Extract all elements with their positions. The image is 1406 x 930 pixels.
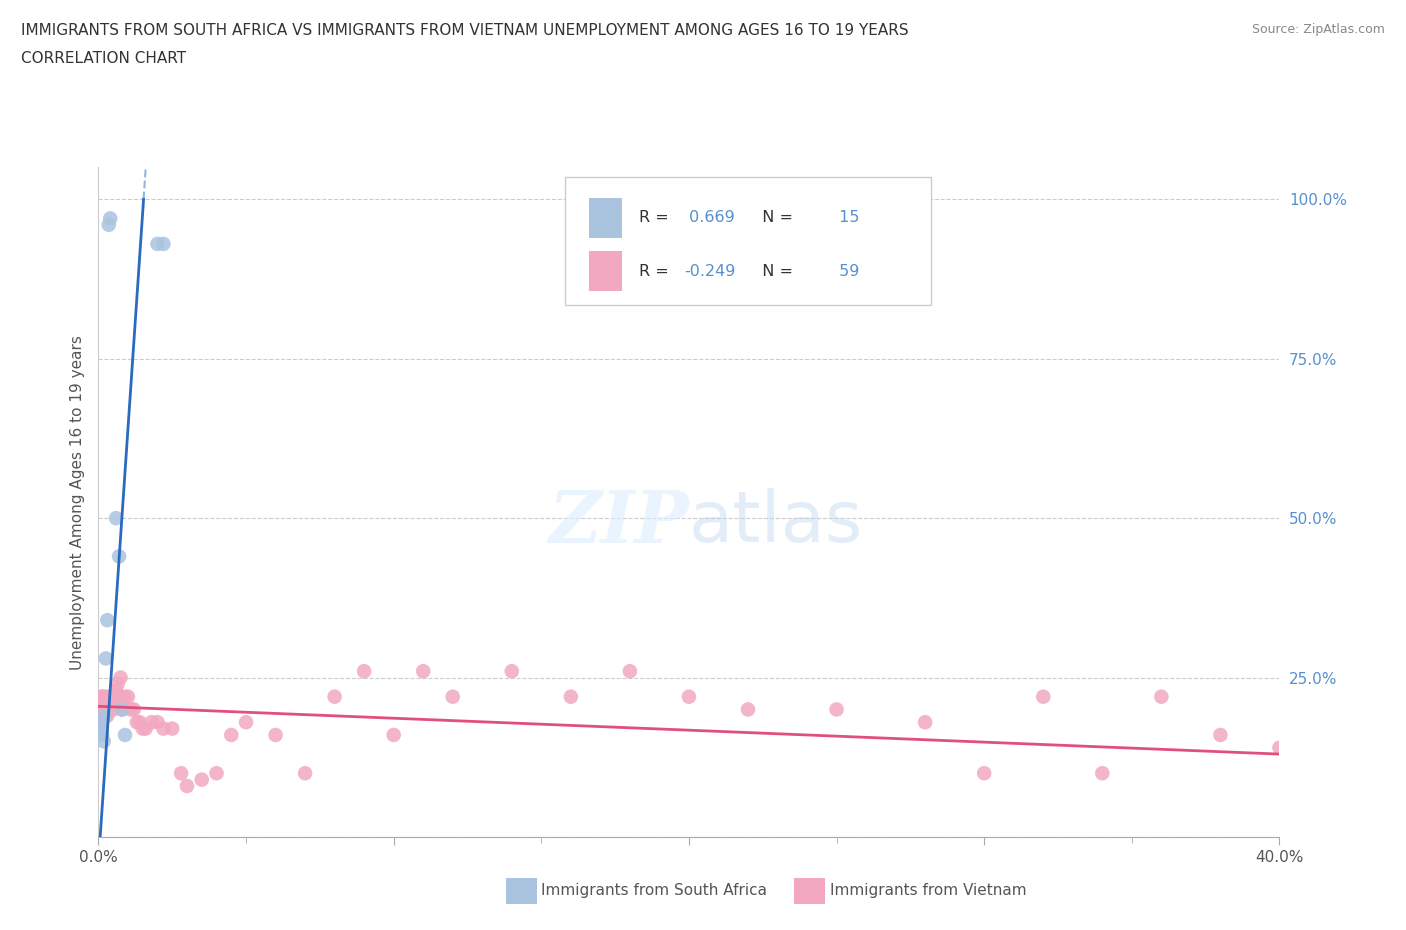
Point: [501, 664, 523, 679]
Point: [132, 721, 155, 736]
Point: [191, 772, 214, 787]
Point: [1150, 689, 1173, 704]
Point: [1032, 689, 1054, 704]
Point: [235, 715, 257, 730]
Point: [114, 689, 136, 704]
Point: [111, 702, 134, 717]
Point: [264, 727, 287, 742]
Point: [91, 709, 114, 724]
Point: [94, 709, 117, 724]
Text: Source: ZipAtlas.com: Source: ZipAtlas.com: [1251, 23, 1385, 36]
Point: [128, 715, 150, 730]
Text: atlas: atlas: [689, 488, 863, 557]
Point: [98, 211, 121, 226]
Text: R =: R =: [640, 210, 675, 225]
Text: 15: 15: [834, 210, 859, 225]
Point: [93, 734, 115, 749]
Point: [152, 236, 174, 251]
Point: [141, 715, 163, 730]
Point: [441, 689, 464, 704]
Point: [98, 702, 121, 717]
Point: [382, 727, 405, 742]
Point: [96, 613, 118, 628]
Point: [122, 702, 145, 717]
Point: [176, 778, 198, 793]
Point: [737, 702, 759, 717]
Point: [108, 689, 131, 704]
Text: N =: N =: [752, 264, 797, 279]
Point: [111, 702, 134, 717]
Text: ZIP: ZIP: [548, 486, 689, 558]
Point: [205, 765, 228, 780]
Point: [93, 702, 115, 717]
Point: [219, 727, 242, 742]
Point: [93, 689, 115, 704]
Point: [120, 702, 142, 717]
Point: [560, 689, 582, 704]
Point: [323, 689, 346, 704]
Text: N =: N =: [752, 210, 797, 225]
Point: [97, 696, 120, 711]
Point: [96, 689, 118, 704]
Point: [90, 715, 112, 730]
Point: [973, 765, 995, 780]
Point: [90, 715, 112, 730]
Point: [1268, 740, 1291, 755]
Point: [105, 511, 128, 525]
Point: [90, 689, 112, 704]
Point: [94, 702, 117, 717]
Point: [97, 218, 120, 232]
Point: [353, 664, 375, 679]
Point: [125, 715, 148, 730]
Point: [91, 689, 114, 704]
Point: [152, 721, 174, 736]
Text: 0.669: 0.669: [685, 210, 735, 225]
Text: CORRELATION CHART: CORRELATION CHART: [21, 51, 186, 66]
Point: [825, 702, 848, 717]
Text: R =: R =: [640, 264, 675, 279]
Point: [678, 689, 700, 704]
Point: [91, 727, 114, 742]
Point: [412, 664, 434, 679]
Text: 59: 59: [834, 264, 859, 279]
Point: [1091, 765, 1114, 780]
Point: [146, 715, 169, 730]
Point: [114, 727, 136, 742]
Point: [104, 689, 127, 704]
Point: [914, 715, 936, 730]
Point: [103, 702, 125, 717]
Point: [89, 702, 111, 717]
Point: [294, 765, 316, 780]
Point: [117, 689, 139, 704]
Point: [146, 236, 169, 251]
Point: [1209, 727, 1232, 742]
Text: Immigrants from South Africa: Immigrants from South Africa: [541, 884, 768, 898]
Point: [162, 721, 183, 736]
Text: Immigrants from Vietnam: Immigrants from Vietnam: [830, 884, 1026, 898]
Point: [94, 702, 117, 717]
Text: -0.249: -0.249: [685, 264, 735, 279]
FancyBboxPatch shape: [589, 251, 621, 291]
Point: [107, 676, 129, 691]
Point: [90, 721, 112, 736]
Text: IMMIGRANTS FROM SOUTH AFRICA VS IMMIGRANTS FROM VIETNAM UNEMPLOYMENT AMONG AGES : IMMIGRANTS FROM SOUTH AFRICA VS IMMIGRAN…: [21, 23, 908, 38]
Point: [110, 671, 132, 685]
Point: [94, 651, 117, 666]
Point: [170, 765, 193, 780]
Y-axis label: Unemployment Among Ages 16 to 19 years: Unemployment Among Ages 16 to 19 years: [69, 335, 84, 670]
Point: [96, 709, 118, 724]
Point: [135, 721, 157, 736]
Point: [100, 689, 122, 704]
Point: [105, 683, 128, 698]
FancyBboxPatch shape: [589, 197, 621, 238]
Point: [108, 549, 131, 564]
FancyBboxPatch shape: [565, 178, 931, 305]
Point: [619, 664, 641, 679]
